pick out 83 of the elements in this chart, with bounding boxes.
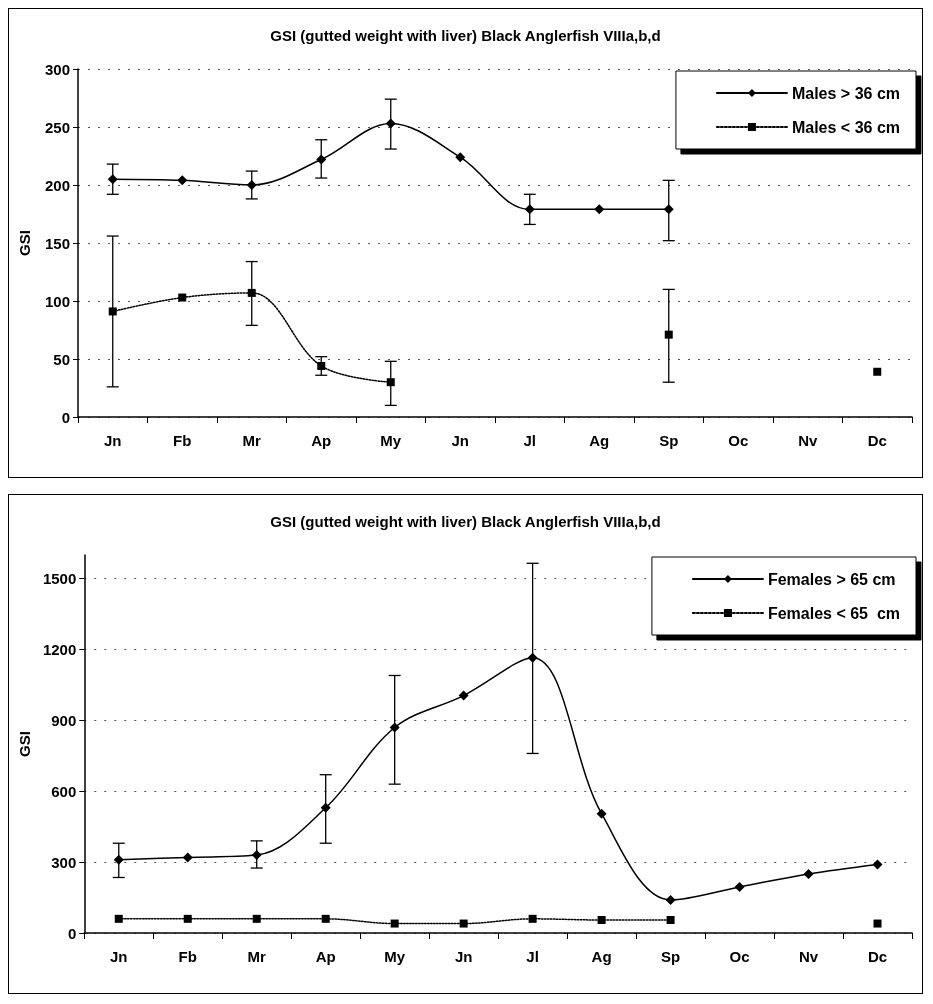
- x-tick-label: Jn: [451, 432, 470, 449]
- point: [251, 850, 262, 861]
- point: [389, 722, 400, 733]
- point: [390, 919, 399, 928]
- point: [114, 914, 123, 923]
- chart-title: GSI (gutted weight with liver) Black Anglerfish VIIIa,b,d: [270, 513, 661, 530]
- x-tick-label: Ag: [591, 948, 612, 965]
- y-tick-label: 1500: [42, 570, 77, 588]
- point: [317, 361, 326, 370]
- point: [459, 919, 468, 928]
- point: [873, 919, 882, 928]
- x-tick-label: Sp: [659, 432, 679, 449]
- point: [663, 204, 674, 215]
- x-tick-label: Oc: [729, 948, 750, 965]
- y-tick-label: 200: [44, 176, 70, 194]
- point: [527, 652, 538, 663]
- legend-label: Males > 36 cm: [791, 84, 901, 102]
- y-axis-title: GSI: [16, 731, 33, 757]
- y-tick-label: 1200: [42, 641, 77, 658]
- x-tick-label: Fb: [173, 432, 192, 449]
- x-tick-label: Nv: [798, 432, 818, 449]
- x-tick-label: Ag: [589, 432, 610, 449]
- y-tick-label: 300: [44, 60, 70, 78]
- point: [113, 854, 124, 865]
- y-tick-label: 100: [44, 292, 70, 310]
- point: [597, 916, 606, 925]
- x-tick-label: Fb: [178, 948, 197, 965]
- point: [182, 852, 193, 863]
- point: [524, 204, 535, 215]
- chart-title: GSI (gutted weight with liver) Black Anglerfish VIIIa,b,d: [270, 27, 661, 44]
- point: [666, 916, 675, 925]
- x-tick-label: Jl: [526, 948, 539, 965]
- y-tick-label: 50: [53, 350, 70, 368]
- point: [386, 378, 395, 387]
- point: [108, 307, 117, 316]
- x-tick-label: Ap: [311, 432, 332, 449]
- x-tick-label: Oc: [728, 432, 749, 449]
- y-tick-label: 900: [51, 711, 77, 729]
- x-tick-label: Jl: [523, 432, 537, 449]
- point: [316, 154, 327, 165]
- point: [178, 293, 187, 302]
- point: [594, 204, 605, 215]
- y-tick-label: 0: [67, 924, 77, 942]
- point: [458, 690, 469, 701]
- point: [252, 914, 261, 923]
- y-axis-title: GSI: [16, 230, 33, 256]
- point: [665, 894, 676, 905]
- x-tick-label: Dc: [867, 432, 887, 449]
- legend-label: Females > 65 cm: [767, 570, 896, 588]
- point: [247, 288, 256, 297]
- point: [385, 118, 396, 129]
- y-tick-label: 150: [44, 234, 70, 252]
- y-tick-label: 600: [51, 782, 77, 800]
- point: [107, 174, 118, 185]
- point: [183, 914, 192, 923]
- x-tick-label: My: [384, 948, 406, 965]
- x-tick-label: Dc: [867, 948, 888, 965]
- x-tick-label: Mr: [242, 432, 262, 449]
- y-tick-label: 250: [44, 118, 70, 136]
- point: [596, 808, 607, 819]
- point: [528, 914, 537, 923]
- point: [177, 175, 188, 186]
- y-tick-label: 300: [51, 853, 77, 871]
- x-tick-label: Jn: [110, 948, 128, 965]
- point: [803, 868, 814, 879]
- point: [872, 859, 883, 870]
- x-tick-label: Mr: [247, 948, 267, 965]
- point: [321, 914, 330, 923]
- point: [873, 367, 882, 376]
- point: [455, 152, 466, 163]
- x-tick-label: Ap: [315, 948, 336, 965]
- x-tick-label: Jn: [103, 432, 122, 449]
- point: [664, 330, 673, 339]
- legend-label: Males < 36 cm: [791, 118, 901, 136]
- y-tick-label: 0: [61, 408, 70, 426]
- point: [734, 881, 745, 892]
- x-tick-label: Jn: [454, 948, 473, 965]
- x-tick-label: My: [380, 432, 402, 449]
- point: [246, 180, 257, 190]
- point: [320, 802, 331, 813]
- legend-label: Females < 65 cm: [767, 604, 901, 622]
- x-tick-label: Nv: [798, 948, 819, 965]
- x-tick-label: Sp: [660, 948, 681, 965]
